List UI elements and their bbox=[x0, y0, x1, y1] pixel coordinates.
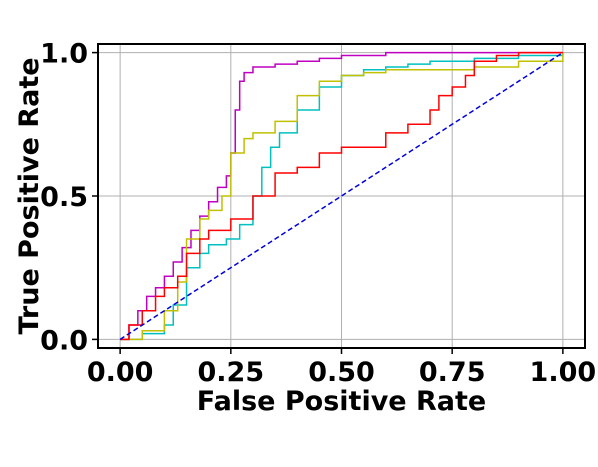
roc-series-line-1 bbox=[120, 51, 563, 341]
x-tick-label: 0.50 bbox=[308, 357, 375, 388]
x-axis-label: False Positive Rate bbox=[197, 386, 487, 417]
y-tick-label: 0.5 bbox=[40, 182, 88, 213]
roc-series-line-4 bbox=[120, 51, 563, 341]
x-tick-label: 0.00 bbox=[87, 357, 154, 388]
roc-series-line-3 bbox=[120, 52, 564, 341]
x-tick-label: 1.00 bbox=[530, 357, 597, 388]
roc-series-line-2 bbox=[120, 52, 564, 341]
tick-layer: 0.00 0.25 0.50 0.75 1.00 0.0 0.5 1.0 bbox=[40, 39, 596, 388]
grid-layer bbox=[98, 44, 585, 348]
x-tick-label: 0.25 bbox=[198, 357, 265, 388]
x-tick-label: 0.75 bbox=[419, 357, 486, 388]
y-tick-label: 1.0 bbox=[40, 39, 88, 70]
y-axis-label: True Positive Rate bbox=[14, 57, 45, 334]
y-tick-label: 0.0 bbox=[40, 325, 88, 356]
series-layer bbox=[119, 51, 564, 341]
